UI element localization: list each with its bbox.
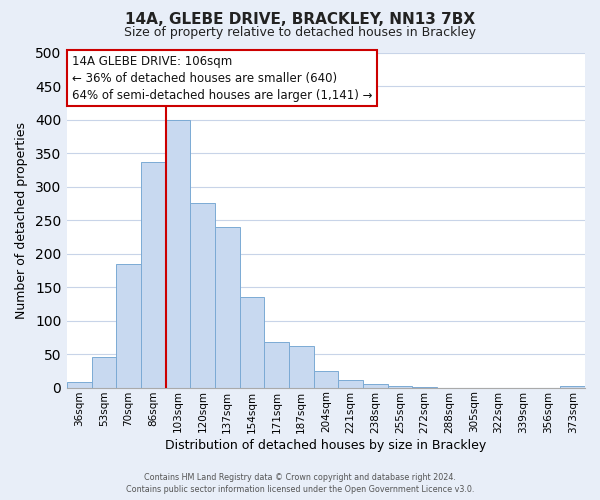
Text: Size of property relative to detached houses in Brackley: Size of property relative to detached ho… <box>124 26 476 39</box>
Text: 14A, GLEBE DRIVE, BRACKLEY, NN13 7BX: 14A, GLEBE DRIVE, BRACKLEY, NN13 7BX <box>125 12 475 28</box>
Y-axis label: Number of detached properties: Number of detached properties <box>15 122 28 319</box>
Bar <box>141 162 166 388</box>
Bar <box>215 227 239 388</box>
Bar <box>264 342 289 388</box>
Bar <box>166 120 190 388</box>
Text: Contains HM Land Registry data © Crown copyright and database right 2024.
Contai: Contains HM Land Registry data © Crown c… <box>126 472 474 494</box>
Bar <box>190 203 215 388</box>
Bar <box>116 264 141 388</box>
Bar <box>412 387 437 388</box>
Bar <box>67 382 92 388</box>
Text: 14A GLEBE DRIVE: 106sqm
← 36% of detached houses are smaller (640)
64% of semi-d: 14A GLEBE DRIVE: 106sqm ← 36% of detache… <box>72 54 373 102</box>
Bar <box>314 371 338 388</box>
Bar <box>289 346 314 388</box>
Bar <box>560 386 585 388</box>
X-axis label: Distribution of detached houses by size in Brackley: Distribution of detached houses by size … <box>166 440 487 452</box>
Bar <box>363 384 388 388</box>
Bar <box>388 386 412 388</box>
Bar <box>239 298 264 388</box>
Bar <box>338 380 363 388</box>
Bar <box>92 357 116 388</box>
